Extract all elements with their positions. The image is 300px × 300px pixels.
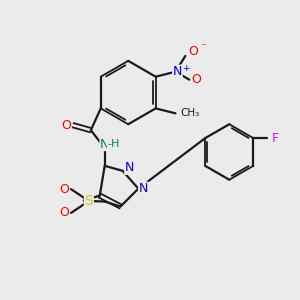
Text: N: N — [173, 65, 182, 78]
Text: O: O — [61, 119, 71, 132]
Text: +: + — [182, 64, 190, 73]
Text: S: S — [85, 194, 93, 208]
Text: O: O — [59, 183, 69, 196]
Text: N: N — [125, 161, 134, 174]
Text: O: O — [188, 45, 198, 58]
Text: F: F — [272, 132, 279, 145]
Text: O: O — [59, 206, 69, 219]
Text: O: O — [191, 73, 201, 86]
Text: N: N — [100, 138, 110, 151]
Text: -H: -H — [107, 139, 120, 149]
Text: CH₃: CH₃ — [180, 108, 200, 118]
Text: ⁻: ⁻ — [200, 42, 206, 52]
Text: N: N — [139, 182, 148, 195]
